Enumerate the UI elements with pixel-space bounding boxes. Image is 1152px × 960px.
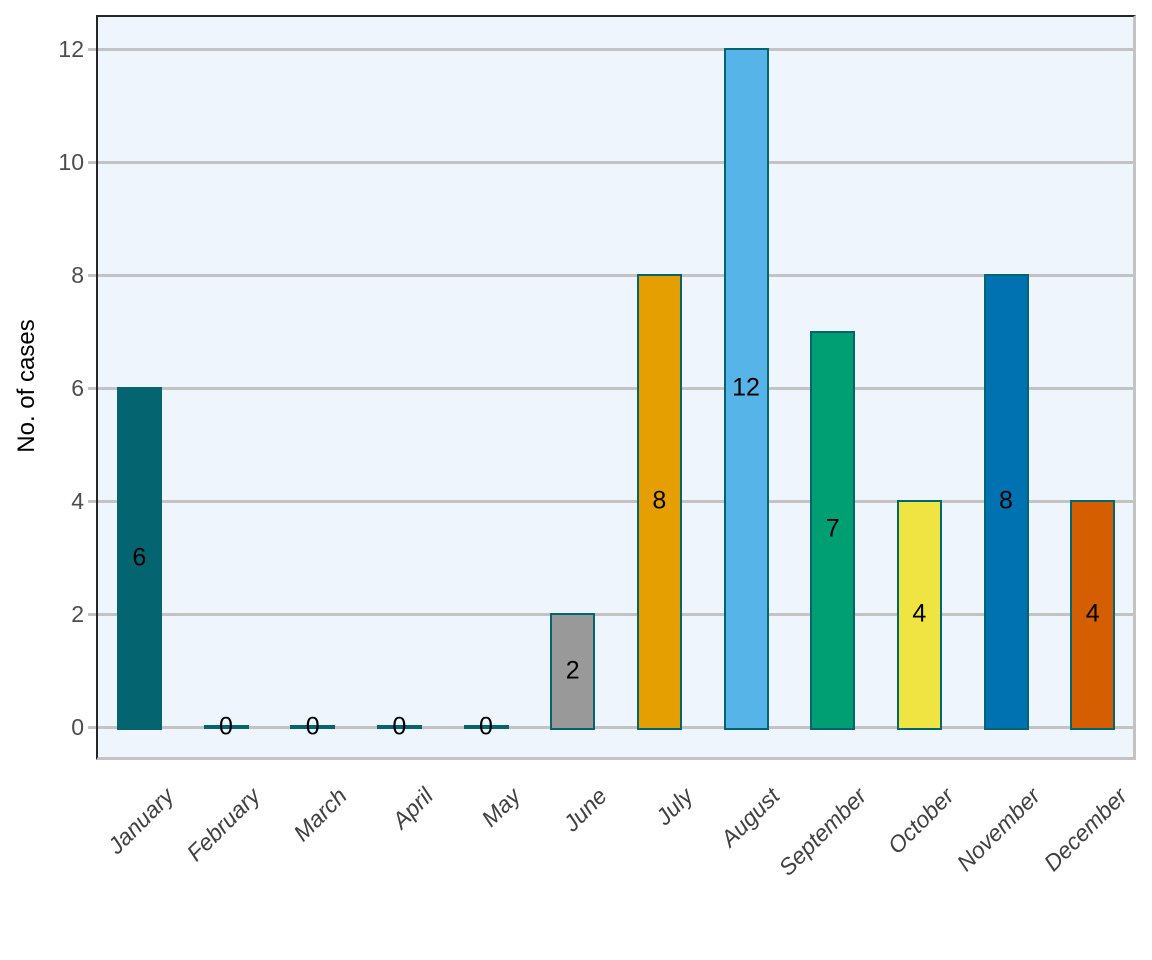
y-tick-label-6: 6 xyxy=(71,375,84,401)
plot-panel xyxy=(96,15,1136,760)
x-tick-label-november: November xyxy=(951,782,1045,877)
y-tick-label-10: 10 xyxy=(58,149,84,175)
y-tick-label-12: 12 xyxy=(58,36,84,62)
x-tick-label-october: October xyxy=(882,782,959,859)
bar-march xyxy=(290,725,336,729)
y-tick-label-8: 8 xyxy=(71,262,84,288)
y-tick-label-0: 0 xyxy=(71,714,84,740)
bar-value-label-june: 2 xyxy=(565,656,580,684)
gridline-y-10 xyxy=(98,161,1133,164)
bar-value-label-september: 7 xyxy=(825,514,840,543)
x-tick-label-march: March xyxy=(288,782,352,847)
bar-may xyxy=(463,725,509,729)
bar-value-label-april: 0 xyxy=(392,712,407,741)
bar-december xyxy=(1070,500,1116,730)
bar-value-label-may: 0 xyxy=(479,712,493,741)
gridline-y-4 xyxy=(98,500,1133,503)
gridline-y-2 xyxy=(98,613,1133,616)
bar-value-label-october: 4 xyxy=(912,599,927,628)
bar-july xyxy=(636,274,682,730)
bar-value-label-august: 12 xyxy=(732,373,760,402)
bar-value-label-july: 8 xyxy=(652,486,667,515)
x-tick-label-may: May xyxy=(475,782,525,832)
gridline-y-8 xyxy=(98,274,1133,277)
y-axis-tick xyxy=(88,726,96,729)
bar-value-label-january: 6 xyxy=(132,543,147,571)
bar-june xyxy=(550,613,596,730)
x-tick-label-august: August xyxy=(715,782,785,852)
bar-october xyxy=(896,500,942,730)
y-tick-label-4: 4 xyxy=(71,488,84,514)
gridline-y-12 xyxy=(98,48,1133,51)
y-axis-tick xyxy=(88,161,96,164)
x-tick-label-february: February xyxy=(181,782,265,867)
x-tick-label-july: July xyxy=(651,782,699,830)
bar-value-label-december: 4 xyxy=(1085,599,1100,628)
bar-november xyxy=(983,274,1029,730)
x-tick-label-april: April xyxy=(387,782,439,834)
bar-april xyxy=(376,725,422,729)
gridline-y-0 xyxy=(98,726,1133,729)
gridline-y-6 xyxy=(98,387,1133,390)
bar-february xyxy=(203,725,249,729)
x-tick-label-december: December xyxy=(1038,782,1132,877)
bar-august xyxy=(723,48,769,730)
x-tick-label-june: June xyxy=(557,782,612,837)
bar-value-label-march: 0 xyxy=(305,712,320,741)
y-tick-label-2: 2 xyxy=(71,601,84,627)
y-axis-tick xyxy=(88,387,96,390)
bar-september xyxy=(810,330,856,730)
y-axis-tick xyxy=(88,613,96,616)
bar-value-label-february: 0 xyxy=(219,712,233,741)
y-axis-tick xyxy=(88,500,96,503)
y-axis-tick xyxy=(88,274,96,277)
y-axis-tick xyxy=(88,48,96,51)
x-tick-label-september: September xyxy=(773,782,872,881)
bar-value-label-november: 8 xyxy=(999,486,1013,515)
bar-january xyxy=(116,387,162,730)
x-tick-label-january: January xyxy=(102,782,179,859)
